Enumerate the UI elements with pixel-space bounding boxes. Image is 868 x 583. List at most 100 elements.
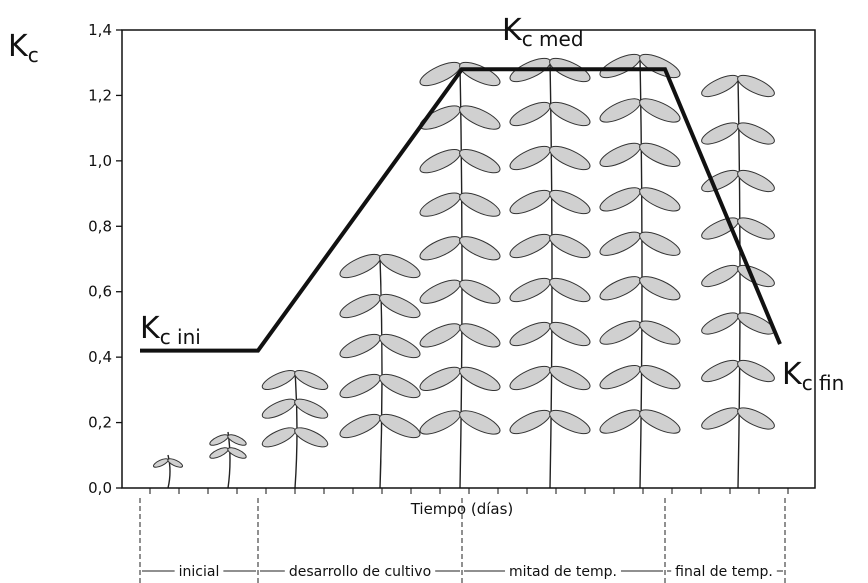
stage-label: final de temp. bbox=[675, 564, 773, 580]
leaf bbox=[417, 101, 463, 134]
leaf bbox=[457, 101, 503, 134]
leaf bbox=[457, 319, 503, 352]
leaf bbox=[735, 71, 777, 101]
leaf bbox=[597, 405, 643, 438]
annotation-symbol: K bbox=[782, 357, 803, 392]
leaf bbox=[337, 330, 383, 363]
y-label-symbol: K bbox=[8, 29, 29, 64]
annotation-subscript: c ini bbox=[160, 325, 201, 349]
plant-stem bbox=[738, 78, 740, 488]
leaf bbox=[417, 276, 463, 309]
annotation-subscript: c med bbox=[522, 27, 584, 51]
leaf bbox=[699, 261, 741, 291]
leaf bbox=[507, 230, 553, 263]
y-axis-label: Kc bbox=[8, 29, 39, 67]
chart: Tiempo (días) Kc 0,00,20,40,60,81,01,21,… bbox=[0, 0, 868, 583]
leaf bbox=[507, 142, 553, 175]
leaf bbox=[292, 395, 330, 422]
kc-annotation: Kc ini bbox=[140, 311, 201, 349]
leaf bbox=[699, 166, 741, 196]
leaf bbox=[507, 318, 553, 351]
y-tick-label: 0,6 bbox=[88, 283, 112, 301]
leaf bbox=[377, 370, 423, 403]
leaf bbox=[547, 142, 593, 175]
stage-label: desarrollo de cultivo bbox=[289, 564, 431, 580]
leaf bbox=[337, 410, 383, 443]
leaf bbox=[547, 186, 593, 219]
leaf bbox=[547, 406, 593, 439]
leaf bbox=[260, 424, 298, 451]
leaf bbox=[597, 316, 643, 349]
leaf bbox=[337, 250, 383, 283]
leaf bbox=[507, 406, 553, 439]
leaf bbox=[457, 276, 503, 309]
kc-annotation: Kc fin bbox=[782, 357, 844, 395]
leaf bbox=[699, 404, 741, 434]
leaf bbox=[208, 433, 229, 448]
leaf bbox=[637, 272, 683, 305]
leaf bbox=[260, 395, 298, 422]
leaf bbox=[457, 363, 503, 396]
leaf bbox=[507, 274, 553, 307]
leaf bbox=[457, 58, 503, 91]
plant-stem bbox=[460, 66, 462, 488]
stage-label: mitad de temp. bbox=[509, 564, 617, 580]
leaf bbox=[637, 405, 683, 438]
leaf bbox=[547, 230, 593, 263]
leaf bbox=[417, 232, 463, 265]
leaf bbox=[699, 71, 741, 101]
leaf bbox=[597, 139, 643, 172]
leaf bbox=[208, 446, 229, 461]
leaf bbox=[597, 361, 643, 394]
leaf bbox=[292, 424, 330, 451]
leaf bbox=[547, 98, 593, 131]
leaf bbox=[637, 361, 683, 394]
leaf bbox=[260, 367, 298, 394]
leaf bbox=[597, 228, 643, 261]
leaf bbox=[152, 457, 169, 469]
y-label-subscript: c bbox=[28, 43, 39, 67]
y-tick-label: 0,4 bbox=[88, 348, 112, 366]
leaf bbox=[735, 404, 777, 434]
leaf bbox=[507, 362, 553, 395]
y-tick-label: 0,2 bbox=[88, 414, 112, 432]
plant-stem bbox=[380, 258, 382, 488]
leaf bbox=[337, 290, 383, 323]
leaf bbox=[292, 367, 330, 394]
leaf bbox=[377, 290, 423, 323]
leaf bbox=[377, 410, 423, 443]
leaf bbox=[377, 330, 423, 363]
plant-stem bbox=[640, 58, 642, 488]
leaf bbox=[597, 272, 643, 305]
leaf bbox=[735, 214, 777, 244]
leaf bbox=[637, 139, 683, 172]
leaf bbox=[699, 119, 741, 149]
leaf bbox=[417, 145, 463, 178]
y-tick-label: 1,4 bbox=[88, 21, 112, 39]
y-tick-label: 1,2 bbox=[88, 86, 112, 104]
leaf bbox=[337, 370, 383, 403]
leaf bbox=[699, 309, 741, 339]
leaf bbox=[457, 232, 503, 265]
annotation-subscript: c fin bbox=[802, 371, 845, 395]
leaf bbox=[417, 319, 463, 352]
leaf bbox=[637, 316, 683, 349]
stage-label: inicial bbox=[179, 564, 220, 580]
leaf bbox=[735, 166, 777, 196]
leaf bbox=[507, 98, 553, 131]
plant-stem bbox=[550, 62, 552, 488]
leaf bbox=[735, 119, 777, 149]
leaf bbox=[507, 186, 553, 219]
annotation-symbol: K bbox=[502, 13, 523, 48]
leaf bbox=[699, 356, 741, 386]
kc-annotation: Kc med bbox=[502, 13, 584, 51]
leaf bbox=[597, 50, 643, 83]
leaf bbox=[547, 274, 593, 307]
leaf bbox=[417, 363, 463, 396]
leaf bbox=[457, 188, 503, 221]
leaf bbox=[637, 50, 683, 83]
leaf bbox=[547, 318, 593, 351]
plant-stem bbox=[228, 432, 230, 488]
leaf bbox=[597, 183, 643, 216]
annotation-symbol: K bbox=[140, 311, 161, 346]
